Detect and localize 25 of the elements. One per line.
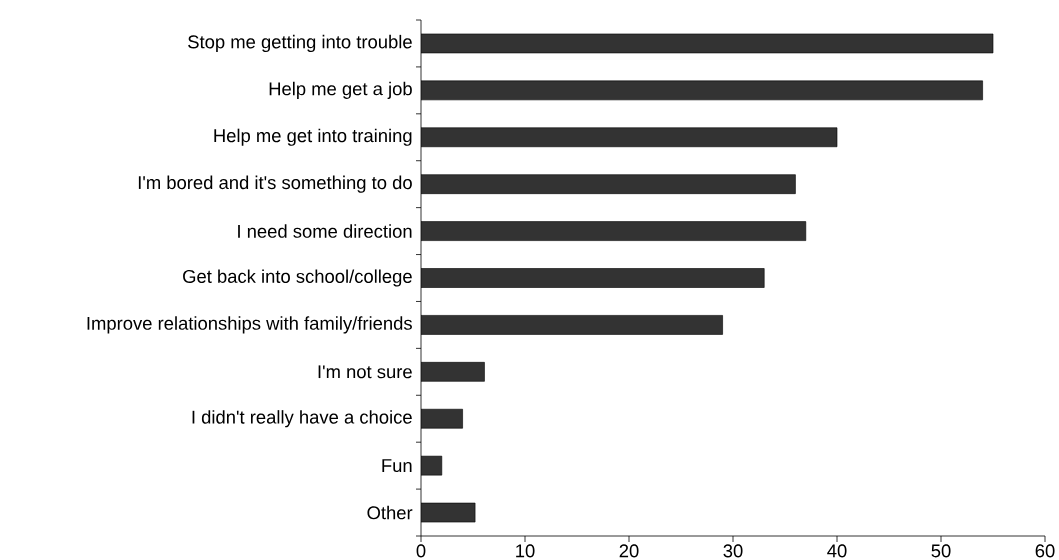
y-tick-label: Improve relationships with family/friends [87,316,412,334]
y-tick-label: I'm bored and it's something to do [138,175,412,193]
x-tick-label: 50 [931,544,951,558]
bar [421,127,838,148]
bar [421,408,463,429]
bar [421,174,796,194]
y-tick-label: Get back into school/college [183,269,412,287]
y-tick-label: Other [367,505,413,520]
x-tick-label: 10 [516,544,535,558]
x-tick-label: 20 [619,544,639,558]
bar [421,268,765,288]
x-tick-label: 40 [827,544,847,558]
y-tick-label: I didn't really have a choice [192,410,412,428]
y-tick-label: I need some direction [238,224,412,238]
x-tick-label: 30 [723,544,743,558]
y-tick-label: Help me get a job [269,81,412,99]
y-tick-label: Fun [382,459,412,473]
y-tick-label: Help me get into training [214,128,412,146]
x-tick-label: 60 [1035,544,1055,558]
bar [421,221,807,241]
x-tick-label: 0 [416,544,426,558]
y-tick-label: Stop me getting into trouble [188,34,412,53]
y-tick-label: I'm not sure [318,365,412,379]
bar [421,315,723,335]
bar [421,362,485,382]
